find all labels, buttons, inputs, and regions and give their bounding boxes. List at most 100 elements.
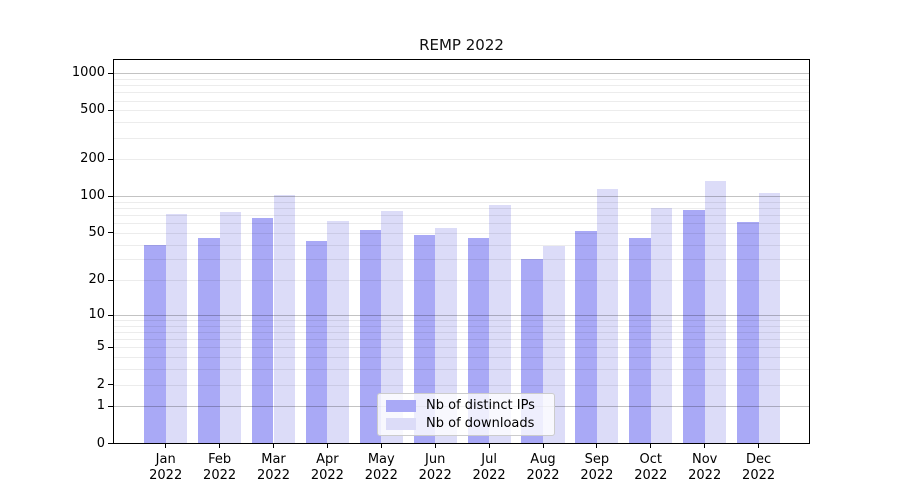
x-tick-month-feb: Feb bbox=[208, 452, 232, 467]
x-tick-label-sep: Sep 2022 bbox=[569, 452, 625, 484]
y-tick-label-2: 2 bbox=[96, 376, 105, 392]
minor-gridline-9 bbox=[114, 320, 809, 321]
minor-gridline-200 bbox=[114, 159, 809, 160]
y-tick-10 bbox=[108, 314, 113, 316]
x-tick-aug bbox=[542, 444, 544, 448]
x-tick-year-may: 2022 bbox=[364, 468, 398, 483]
x-tick-year-oct: 2022 bbox=[634, 468, 668, 483]
y-tick-label-0: 0 bbox=[96, 435, 105, 451]
bar-nb-of-downloads-oct bbox=[650, 208, 673, 444]
minor-gridline-20 bbox=[114, 280, 809, 281]
bar-nb-of-distinct-ips-feb bbox=[198, 238, 220, 444]
x-tick-month-jul: Jul bbox=[481, 452, 497, 467]
legend-label-distinct-ips: Nb of distinct IPs bbox=[426, 398, 535, 413]
minor-gridline-6 bbox=[114, 339, 809, 340]
x-tick-label-aug: Aug 2022 bbox=[515, 452, 571, 484]
bar-nb-of-downloads-jun bbox=[435, 227, 457, 444]
x-tick-label-feb: Feb 2022 bbox=[192, 452, 248, 484]
y-tick-label-500: 500 bbox=[80, 102, 105, 118]
minor-gridline-700 bbox=[114, 92, 809, 93]
y-tick-label-100: 100 bbox=[80, 188, 105, 204]
x-tick-jan bbox=[165, 444, 167, 448]
bar-nb-of-downloads-sep bbox=[596, 188, 619, 444]
x-tick-year-dec: 2022 bbox=[742, 468, 776, 483]
x-tick-jul bbox=[488, 444, 490, 448]
x-tick-jun bbox=[434, 444, 436, 448]
x-tick-year-feb: 2022 bbox=[203, 468, 237, 483]
y-tick-1000 bbox=[108, 72, 113, 74]
y-tick-label-5: 5 bbox=[96, 339, 105, 355]
bar-nb-of-downloads-apr bbox=[327, 221, 349, 444]
minor-gridline-600 bbox=[114, 101, 809, 102]
bar-nb-of-distinct-ips-jan bbox=[144, 244, 166, 444]
minor-gridline-300 bbox=[114, 138, 809, 139]
x-tick-feb bbox=[219, 444, 221, 448]
y-tick-100 bbox=[108, 195, 113, 197]
bar-nb-of-distinct-ips-sep bbox=[575, 230, 597, 444]
bar-nb-of-distinct-ips-dec bbox=[737, 222, 759, 444]
major-gridline-10 bbox=[114, 315, 809, 316]
x-tick-may bbox=[380, 444, 382, 448]
x-tick-year-jun: 2022 bbox=[418, 468, 452, 483]
bar-nb-of-downloads-nov bbox=[704, 181, 727, 444]
minor-gridline-4 bbox=[114, 357, 809, 358]
x-tick-label-apr: Apr 2022 bbox=[299, 452, 355, 484]
minor-gridline-70 bbox=[114, 215, 809, 216]
minor-gridline-7 bbox=[114, 332, 809, 333]
major-gridline-100 bbox=[114, 196, 809, 197]
y-tick-label-50: 50 bbox=[88, 224, 105, 240]
x-tick-mar bbox=[273, 444, 274, 448]
x-tick-label-mar: Mar 2022 bbox=[246, 452, 302, 484]
legend-item-downloads: Nb of downloads bbox=[386, 416, 546, 431]
bar-nb-of-downloads-dec bbox=[758, 192, 781, 444]
x-tick-label-jan: Jan 2022 bbox=[138, 452, 194, 484]
x-tick-nov bbox=[704, 444, 706, 448]
major-gridline-1000 bbox=[114, 73, 809, 74]
minor-gridline-8 bbox=[114, 326, 809, 327]
x-tick-sep bbox=[596, 444, 598, 448]
minor-gridline-50 bbox=[114, 233, 809, 234]
minor-gridline-80 bbox=[114, 208, 809, 209]
x-tick-year-jul: 2022 bbox=[472, 468, 506, 483]
x-tick-month-nov: Nov bbox=[692, 452, 718, 467]
y-tick-label-1000: 1000 bbox=[71, 65, 105, 81]
legend-swatch-downloads bbox=[386, 417, 416, 430]
x-tick-month-oct: Oct bbox=[639, 452, 663, 467]
minor-gridline-900 bbox=[114, 79, 809, 80]
minor-gridline-40 bbox=[114, 245, 809, 246]
bar-nb-of-downloads-feb bbox=[219, 212, 242, 444]
y-tick-20 bbox=[108, 279, 113, 281]
minor-gridline-400 bbox=[114, 122, 809, 123]
y-tick-500 bbox=[108, 109, 113, 111]
x-tick-month-dec: Dec bbox=[746, 452, 772, 467]
minor-gridline-5 bbox=[114, 347, 809, 348]
bar-nb-of-distinct-ips-mar bbox=[251, 218, 274, 444]
bar-nb-of-distinct-ips-jul bbox=[467, 238, 490, 444]
y-tick-label-200: 200 bbox=[80, 151, 105, 167]
y-tick-5 bbox=[108, 346, 113, 348]
x-tick-month-sep: Sep bbox=[584, 452, 610, 467]
y-tick-0 bbox=[108, 443, 113, 444]
x-tick-month-aug: Aug bbox=[530, 452, 556, 467]
legend: Nb of distinct IPs Nb of downloads bbox=[377, 393, 555, 436]
y-tick-2 bbox=[108, 384, 113, 386]
bar-nb-of-distinct-ips-apr bbox=[305, 240, 328, 444]
x-tick-month-may: May bbox=[367, 452, 395, 467]
bar-nb-of-downloads-may bbox=[381, 211, 403, 444]
minor-gridline-30 bbox=[114, 259, 809, 260]
x-tick-label-oct: Oct 2022 bbox=[623, 452, 679, 484]
x-tick-year-sep: 2022 bbox=[580, 468, 614, 483]
bar-nb-of-distinct-ips-jun bbox=[413, 234, 436, 444]
legend-swatch-distinct-ips bbox=[386, 399, 416, 412]
bar-nb-of-downloads-mar bbox=[273, 195, 296, 444]
bar-nb-of-downloads-jul bbox=[489, 204, 511, 444]
x-tick-month-jan: Jan bbox=[155, 452, 176, 467]
minor-gridline-2 bbox=[114, 385, 809, 386]
minor-gridline-800 bbox=[114, 85, 809, 86]
x-tick-year-apr: 2022 bbox=[310, 468, 344, 483]
x-tick-label-nov: Nov 2022 bbox=[677, 452, 733, 484]
x-tick-year-jan: 2022 bbox=[149, 468, 183, 483]
